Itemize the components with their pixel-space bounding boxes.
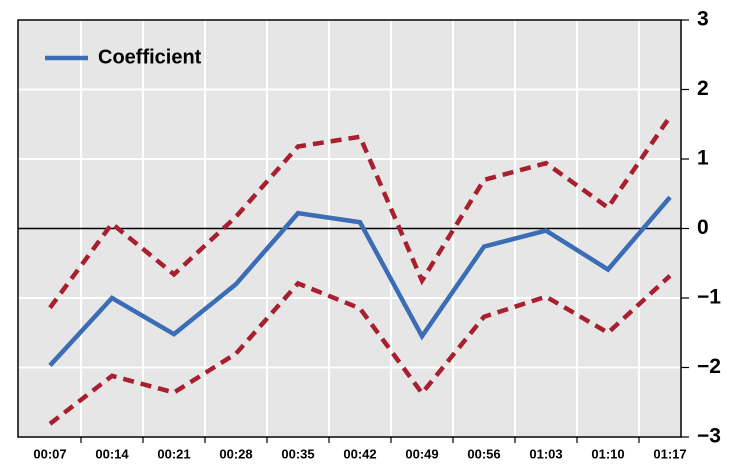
x-tick-label: 00:56 bbox=[467, 446, 500, 461]
y-tick-label: −1 bbox=[697, 286, 721, 309]
y-tick-label: 3 bbox=[697, 8, 709, 31]
legend-label: Coefficient bbox=[98, 46, 202, 68]
x-tick-label: 01:10 bbox=[591, 446, 624, 461]
x-tick-label: 00:14 bbox=[95, 446, 129, 461]
x-tick-label: 01:17 bbox=[653, 446, 686, 461]
series-line bbox=[48, 274, 672, 426]
series-line bbox=[48, 195, 672, 367]
y-tick-label: 2 bbox=[697, 77, 709, 100]
x-tick-label: 00:07 bbox=[33, 446, 66, 461]
y-tick-label: −2 bbox=[697, 355, 721, 378]
y-tick-label: 1 bbox=[697, 147, 709, 170]
x-tick-label: 00:42 bbox=[343, 446, 376, 461]
y-tick-label: 0 bbox=[697, 216, 709, 239]
x-tick-label: 00:49 bbox=[405, 446, 438, 461]
chart-layer: −3 −2 −1 0 1 2 3 00:07 00:14 00:21 00:28 00:35 00:42… bbox=[18, 8, 721, 461]
y-tick-label: −3 bbox=[697, 425, 721, 448]
plot-frame bbox=[17, 19, 682, 438]
x-tick-label: 00:21 bbox=[157, 446, 190, 461]
x-tick-label: 00:35 bbox=[281, 446, 314, 461]
x-tick-label: 01:03 bbox=[529, 446, 562, 461]
x-tick-label: 00:28 bbox=[219, 446, 252, 461]
